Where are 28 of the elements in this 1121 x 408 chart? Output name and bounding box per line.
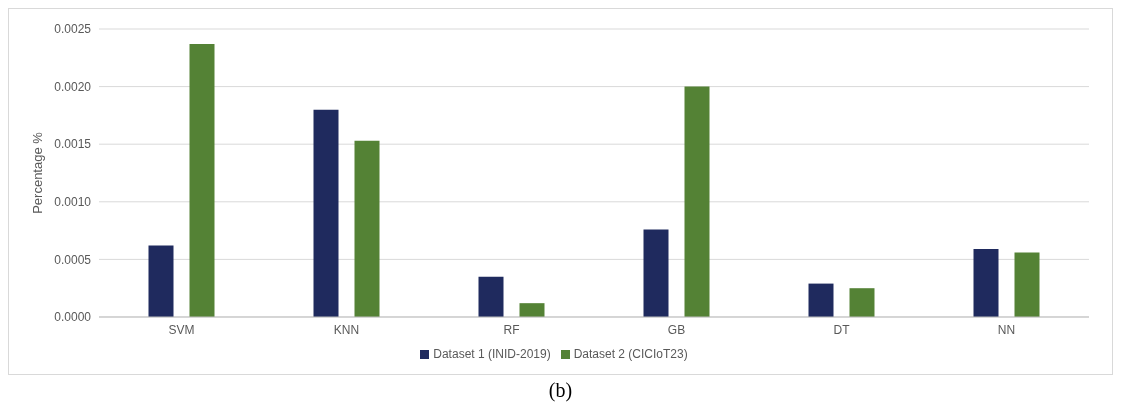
bar: [189, 43, 215, 317]
y-tick-label: 0.0010: [54, 195, 92, 210]
legend-label: Dataset 2 (CICIoT23): [573, 347, 688, 361]
y-axis-title: Percentage %: [29, 131, 45, 214]
legend-label: Dataset 1 (INID-2019): [433, 347, 551, 361]
y-tick-label: 0.0025: [54, 22, 92, 37]
x-tick-label: KNN: [333, 322, 360, 337]
x-tick-label: RF: [503, 322, 520, 337]
bar: [808, 283, 834, 317]
y-tick-label: 0.0000: [54, 310, 92, 325]
bar: [478, 276, 504, 317]
bar: [849, 288, 875, 317]
bar: [684, 86, 710, 317]
bar: [148, 245, 174, 317]
bar: [313, 109, 339, 317]
y-tick-label: 0.0005: [54, 252, 92, 267]
y-tick-label: 0.0015: [54, 137, 92, 152]
x-tick-label: GB: [667, 322, 686, 337]
bar: [1014, 252, 1040, 317]
bar: [354, 140, 380, 317]
x-tick-label: DT: [833, 322, 851, 337]
bar: [973, 249, 999, 317]
bar: [519, 303, 545, 317]
x-tick-label: NN: [997, 322, 1016, 337]
y-tick-label: 0.0020: [54, 79, 92, 94]
bar: [643, 229, 669, 317]
text: (b): [547, 379, 574, 402]
x-tick-label: SVM: [168, 322, 195, 337]
